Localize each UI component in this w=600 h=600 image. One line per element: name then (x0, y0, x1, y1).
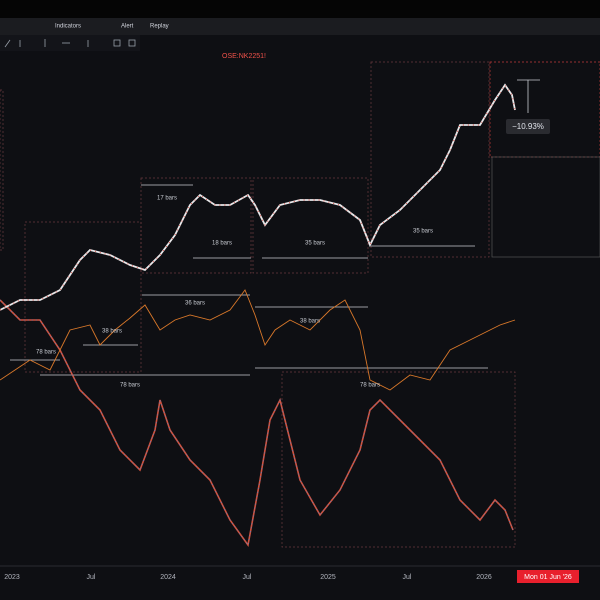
cursor-date: Mon 01 Jun '26 (524, 574, 572, 581)
range-arrows (10, 79, 540, 376)
price-upper-down (0, 84, 516, 311)
drawing-tools[interactable] (4, 39, 136, 48)
alert-button[interactable]: Alert (121, 24, 134, 30)
cursor-date-box (517, 570, 579, 583)
bar-count: 17 bars (157, 196, 177, 202)
top-bar (0, 0, 600, 18)
bar-count: 38 bars (300, 319, 320, 325)
time-label: 2023 (4, 574, 20, 581)
bar-count: 38 bars (102, 329, 122, 335)
replay-button[interactable]: Replay (150, 24, 169, 30)
bar-count: 36 bars (185, 301, 205, 307)
bar-count: 35 bars (305, 241, 325, 247)
bar-count: 18 bars (212, 241, 232, 247)
toolbar (0, 18, 600, 35)
time-label: Jul (403, 574, 412, 581)
bar-count: 78 bars (360, 383, 380, 389)
symbol-label: OSE:NK2251! (222, 53, 266, 60)
time-label: Jul (243, 574, 252, 581)
bar-count: 78 bars (36, 350, 56, 356)
time-label: 2026 (476, 574, 492, 581)
range-boxes (0, 61, 600, 548)
price-lower-up (0, 299, 514, 546)
time-label: 2025 (320, 574, 336, 581)
time-label: Jul (87, 574, 96, 581)
comparison-line (0, 289, 516, 391)
indicators-button[interactable]: Indicators (55, 24, 81, 30)
bar-count: 78 bars (120, 383, 140, 389)
time-label: 2024 (160, 574, 176, 581)
measure-label: −10.93% (512, 122, 544, 131)
measure-box (506, 119, 550, 134)
bar-count: 35 bars (413, 229, 433, 235)
